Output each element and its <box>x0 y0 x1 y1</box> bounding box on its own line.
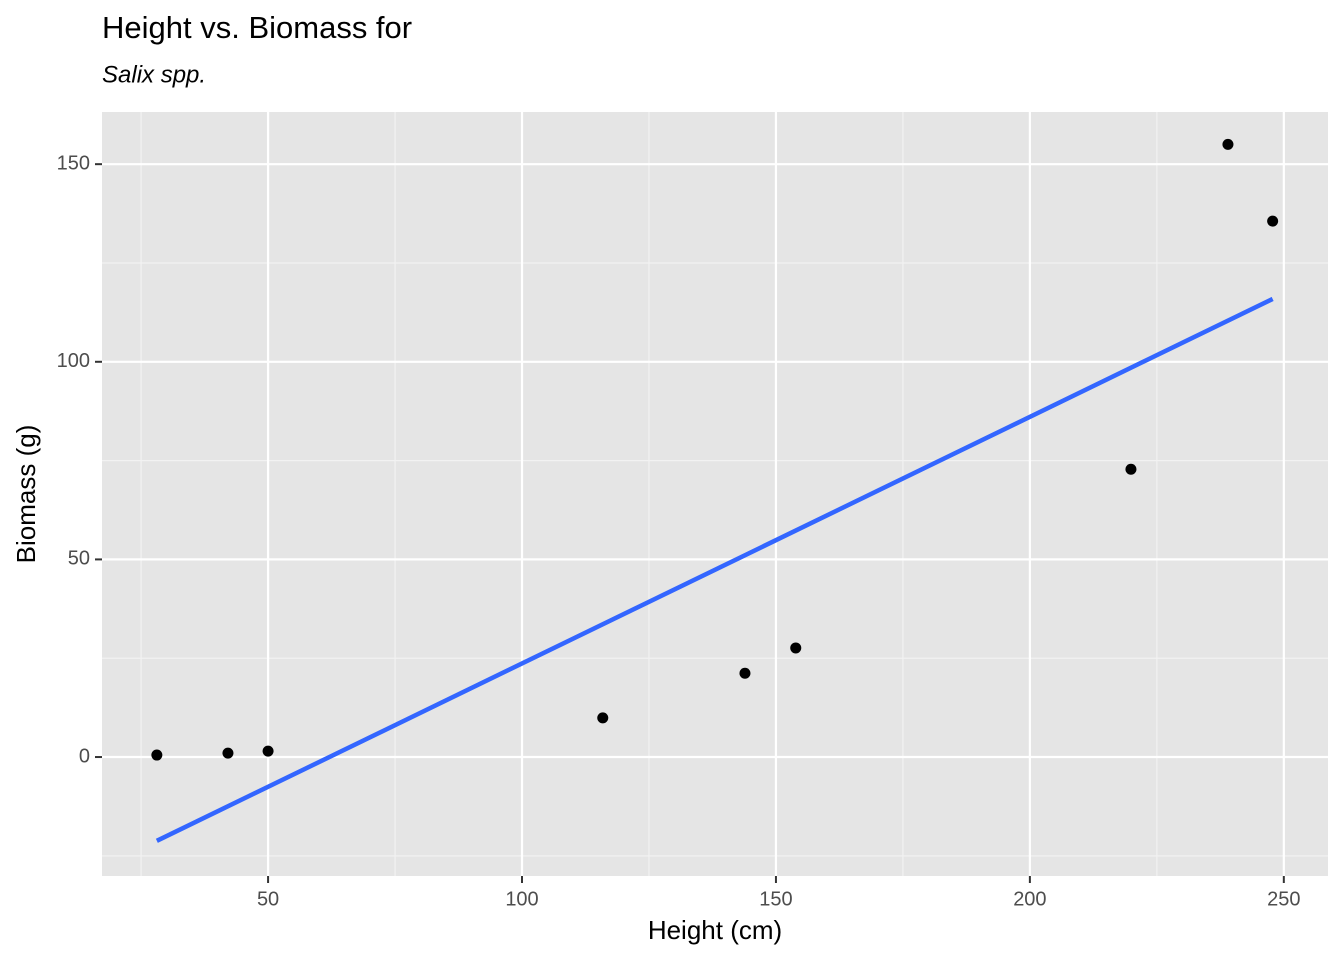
x-axis-title: Height (cm) <box>648 915 782 945</box>
y-tick-label: 0 <box>79 745 90 767</box>
x-tick-label: 150 <box>759 888 792 910</box>
point <box>262 745 274 757</box>
x-tick-label: 100 <box>505 888 538 910</box>
fit-line <box>155 296 1274 843</box>
y-axis-title: Biomass (g) <box>11 425 41 564</box>
y-tick-label: 50 <box>68 548 90 570</box>
x-tick-label: 200 <box>1013 888 1046 910</box>
x-tick-label: 50 <box>257 888 279 910</box>
point <box>151 749 163 761</box>
y-tick-label: 100 <box>57 350 90 372</box>
point <box>1222 138 1234 150</box>
chart-subtitle: Salix spp. <box>102 61 206 88</box>
point <box>739 667 751 679</box>
point <box>222 747 234 759</box>
point <box>1267 215 1279 227</box>
plot-panel <box>102 112 1328 876</box>
y-tick-label: 150 <box>57 152 90 174</box>
point <box>597 712 609 724</box>
x-tick-label: 250 <box>1267 888 1300 910</box>
point <box>790 642 802 654</box>
point <box>1125 463 1137 475</box>
chart-title: Height vs. Biomass for <box>102 10 412 45</box>
